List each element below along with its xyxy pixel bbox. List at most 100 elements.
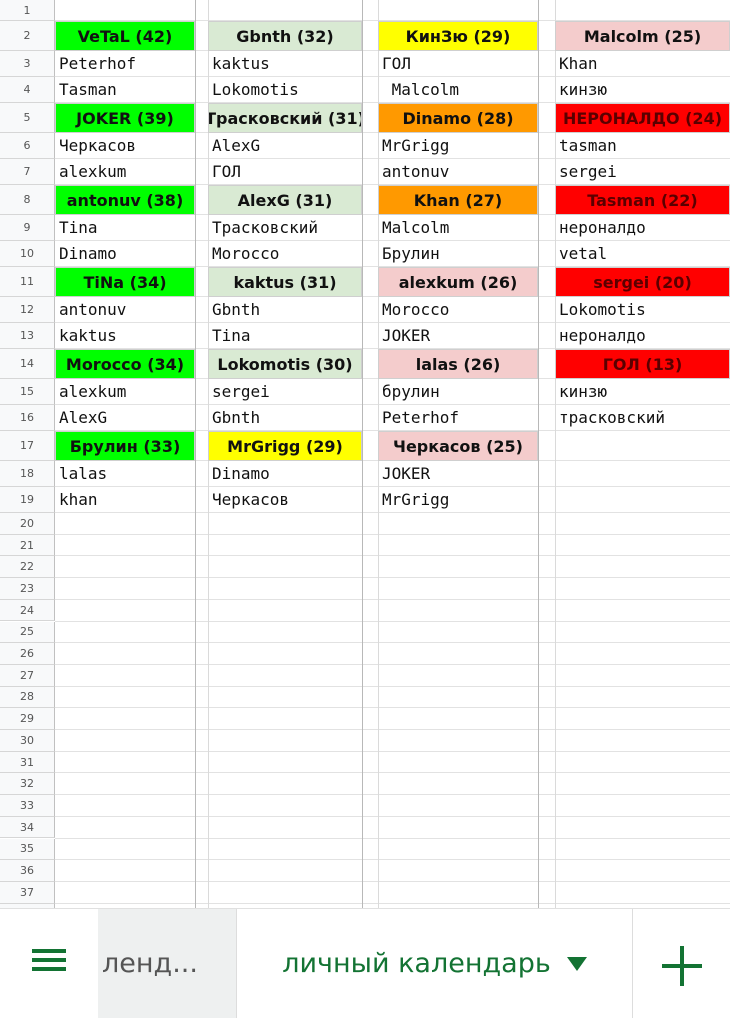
row-header[interactable]: 31	[0, 751, 55, 774]
name-cell[interactable]: нероналдо	[559, 326, 646, 345]
name-cell[interactable]: нероналдо	[559, 218, 646, 237]
group-header-cell[interactable]: КинЗю (29)	[378, 21, 538, 51]
row-header[interactable]: 1	[0, 0, 55, 21]
name-cell[interactable]: ГОЛ	[382, 54, 411, 73]
row-header[interactable]: 35	[0, 838, 55, 861]
row-header[interactable]: 36	[0, 860, 55, 882]
name-cell[interactable]: Брулин	[382, 244, 440, 263]
row-header[interactable]: 37	[0, 881, 55, 904]
row-header[interactable]: 16	[0, 405, 55, 431]
row-header[interactable]: 20	[0, 513, 55, 535]
group-header-cell[interactable]: TiNa (34)	[55, 267, 195, 297]
row-header[interactable]: 19	[0, 487, 55, 513]
row-header[interactable]: 4	[0, 77, 55, 103]
row-header[interactable]: 32	[0, 773, 55, 796]
name-cell[interactable]: Peterhof	[382, 408, 460, 427]
name-cell[interactable]: Трасковский	[212, 218, 318, 237]
name-cell[interactable]: Tina	[212, 326, 251, 345]
row-header[interactable]: 25	[0, 621, 55, 644]
name-cell[interactable]: Gbnth	[212, 408, 261, 427]
group-header-cell[interactable]: Malcolm (25)	[555, 21, 730, 51]
row-header[interactable]: 17	[0, 431, 55, 461]
group-header-cell[interactable]: antonuv (38)	[55, 185, 195, 215]
row-header[interactable]: 26	[0, 643, 55, 665]
name-cell[interactable]: antonuv	[382, 162, 450, 181]
name-cell[interactable]: Malcolm	[382, 80, 460, 99]
name-cell[interactable]: Khan	[559, 54, 598, 73]
row-header[interactable]: 38	[0, 903, 55, 908]
name-cell[interactable]: MrGrigg	[382, 136, 450, 155]
name-cell[interactable]: alexkum	[59, 382, 127, 401]
group-header-cell[interactable]: kaktus (31)	[208, 267, 362, 297]
group-header-cell[interactable]: Gbnth (32)	[208, 21, 362, 51]
group-header-cell[interactable]: Dinamo (28)	[378, 103, 538, 133]
group-header-cell[interactable]: Трасковский (31)	[208, 103, 362, 133]
name-cell[interactable]: tasman	[559, 136, 617, 155]
group-header-cell[interactable]: alexkum (26)	[378, 267, 538, 297]
name-cell[interactable]: JOKER	[382, 326, 431, 345]
group-header-cell[interactable]: sergei (20)	[555, 267, 730, 297]
name-cell[interactable]: Morocco	[382, 300, 450, 319]
name-cell[interactable]: Dinamo	[212, 464, 270, 483]
row-header[interactable]: 30	[0, 730, 55, 752]
name-cell[interactable]: Morocco	[212, 244, 280, 263]
group-header-cell[interactable]: ГОЛ (13)	[555, 349, 730, 379]
name-cell[interactable]: vetal	[559, 244, 608, 263]
row-header[interactable]: 18	[0, 461, 55, 487]
row-header[interactable]: 5	[0, 103, 55, 133]
name-cell[interactable]: alexkum	[59, 162, 127, 181]
name-cell[interactable]: Tasman	[59, 80, 117, 99]
name-cell[interactable]: Lokomotis	[559, 300, 646, 319]
row-header[interactable]: 23	[0, 578, 55, 600]
row-header[interactable]: 33	[0, 795, 55, 817]
group-header-cell[interactable]: Khan (27)	[378, 185, 538, 215]
row-header[interactable]: 10	[0, 241, 55, 267]
row-header[interactable]: 11	[0, 267, 55, 297]
name-cell[interactable]: AlexG	[212, 136, 261, 155]
group-header-cell[interactable]: AlexG (31)	[208, 185, 362, 215]
name-cell[interactable]: Tina	[59, 218, 98, 237]
row-header[interactable]: 24	[0, 599, 55, 622]
group-header-cell[interactable]: Morocco (34)	[55, 349, 195, 379]
row-header[interactable]: 12	[0, 297, 55, 323]
name-cell[interactable]: lalas	[59, 464, 108, 483]
name-cell[interactable]: MrGrigg	[382, 490, 450, 509]
row-header[interactable]: 22	[0, 556, 55, 579]
name-cell[interactable]: sergei	[212, 382, 270, 401]
name-cell[interactable]: JOKER	[382, 464, 431, 483]
name-cell[interactable]: Черкасов	[212, 490, 290, 509]
row-header[interactable]: 8	[0, 185, 55, 215]
row-header[interactable]: 6	[0, 133, 55, 159]
row-header[interactable]: 2	[0, 21, 55, 51]
row-header[interactable]: 34	[0, 816, 55, 839]
row-header[interactable]: 3	[0, 51, 55, 77]
name-cell[interactable]: antonuv	[59, 300, 127, 319]
group-header-cell[interactable]: Tasman (22)	[555, 185, 730, 215]
sheet-tab[interactable]: ленд...	[98, 909, 237, 1018]
group-header-cell[interactable]: Lokomotis (30)	[208, 349, 362, 379]
group-header-cell[interactable]: Черкасов (25)	[378, 431, 538, 461]
name-cell[interactable]: Lokomotis	[212, 80, 299, 99]
row-header[interactable]: 7	[0, 159, 55, 185]
group-header-cell[interactable]: VeTaL (42)	[55, 21, 195, 51]
row-header[interactable]: 21	[0, 534, 55, 557]
name-cell[interactable]: AlexG	[59, 408, 108, 427]
name-cell[interactable]: kaktus	[212, 54, 270, 73]
group-header-cell[interactable]: Брулин (33)	[55, 431, 195, 461]
group-header-cell[interactable]: НЕРОНАЛДО (24)	[555, 103, 730, 133]
row-header[interactable]: 28	[0, 686, 55, 709]
name-cell[interactable]: Peterhof	[59, 54, 137, 73]
row-header[interactable]: 29	[0, 708, 55, 730]
row-header[interactable]: 27	[0, 664, 55, 687]
name-cell[interactable]: khan	[59, 490, 98, 509]
row-header[interactable]: 13	[0, 323, 55, 349]
name-cell[interactable]: ГОЛ	[212, 162, 241, 181]
name-cell[interactable]: кинзю	[559, 80, 608, 99]
add-sheet-plus-icon[interactable]	[662, 946, 702, 986]
dropdown-caret-icon[interactable]	[566, 956, 587, 971]
name-cell[interactable]: брулин	[382, 382, 440, 401]
row-header[interactable]: 14	[0, 349, 55, 379]
name-cell[interactable]: Gbnth	[212, 300, 261, 319]
name-cell[interactable]: Malcolm	[382, 218, 450, 237]
name-cell[interactable]: sergei	[559, 162, 617, 181]
